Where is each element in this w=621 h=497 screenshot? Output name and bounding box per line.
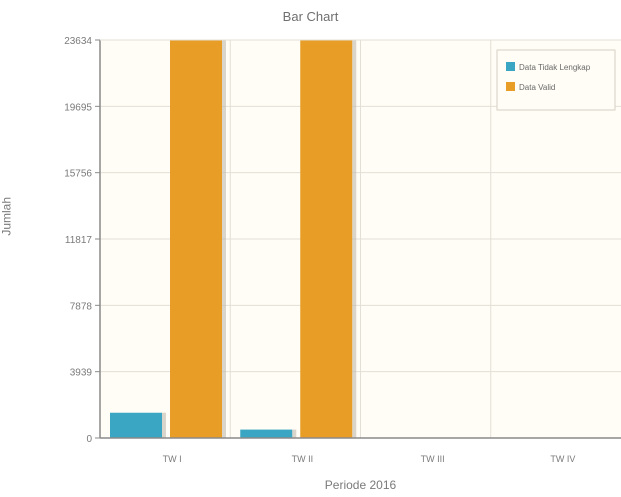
bar — [300, 40, 353, 438]
bar-shadow — [292, 429, 297, 438]
x-tick-label: TW I — [163, 454, 182, 464]
y-tick-label: 7878 — [70, 301, 93, 312]
bar-shadow — [222, 40, 226, 438]
x-axis-label: Periode 2016 — [324, 478, 397, 492]
y-tick-label: 15756 — [64, 169, 92, 180]
bar-shadow — [352, 40, 357, 438]
bar — [170, 40, 222, 438]
legend-swatch — [506, 82, 515, 91]
chart-title: Bar Chart — [282, 9, 339, 24]
y-tick-label: 11817 — [65, 235, 93, 246]
legend-box — [496, 49, 616, 111]
bar-shadow — [162, 412, 166, 438]
x-tick-label: TW IV — [550, 454, 575, 464]
y-tick-label: 3939 — [70, 368, 93, 379]
legend-label: Data Tidak Lengkap — [519, 63, 591, 72]
bar — [240, 429, 293, 438]
bar — [110, 412, 162, 438]
x-tick-label: TW II — [292, 454, 314, 464]
legend-swatch — [506, 62, 515, 71]
y-tick-label: 19695 — [64, 102, 92, 113]
y-tick-label: 0 — [86, 434, 92, 445]
y-tick-label: 23634 — [64, 36, 92, 47]
legend-label: Data Valid — [519, 83, 555, 92]
x-tick-label: TW III — [421, 454, 445, 464]
